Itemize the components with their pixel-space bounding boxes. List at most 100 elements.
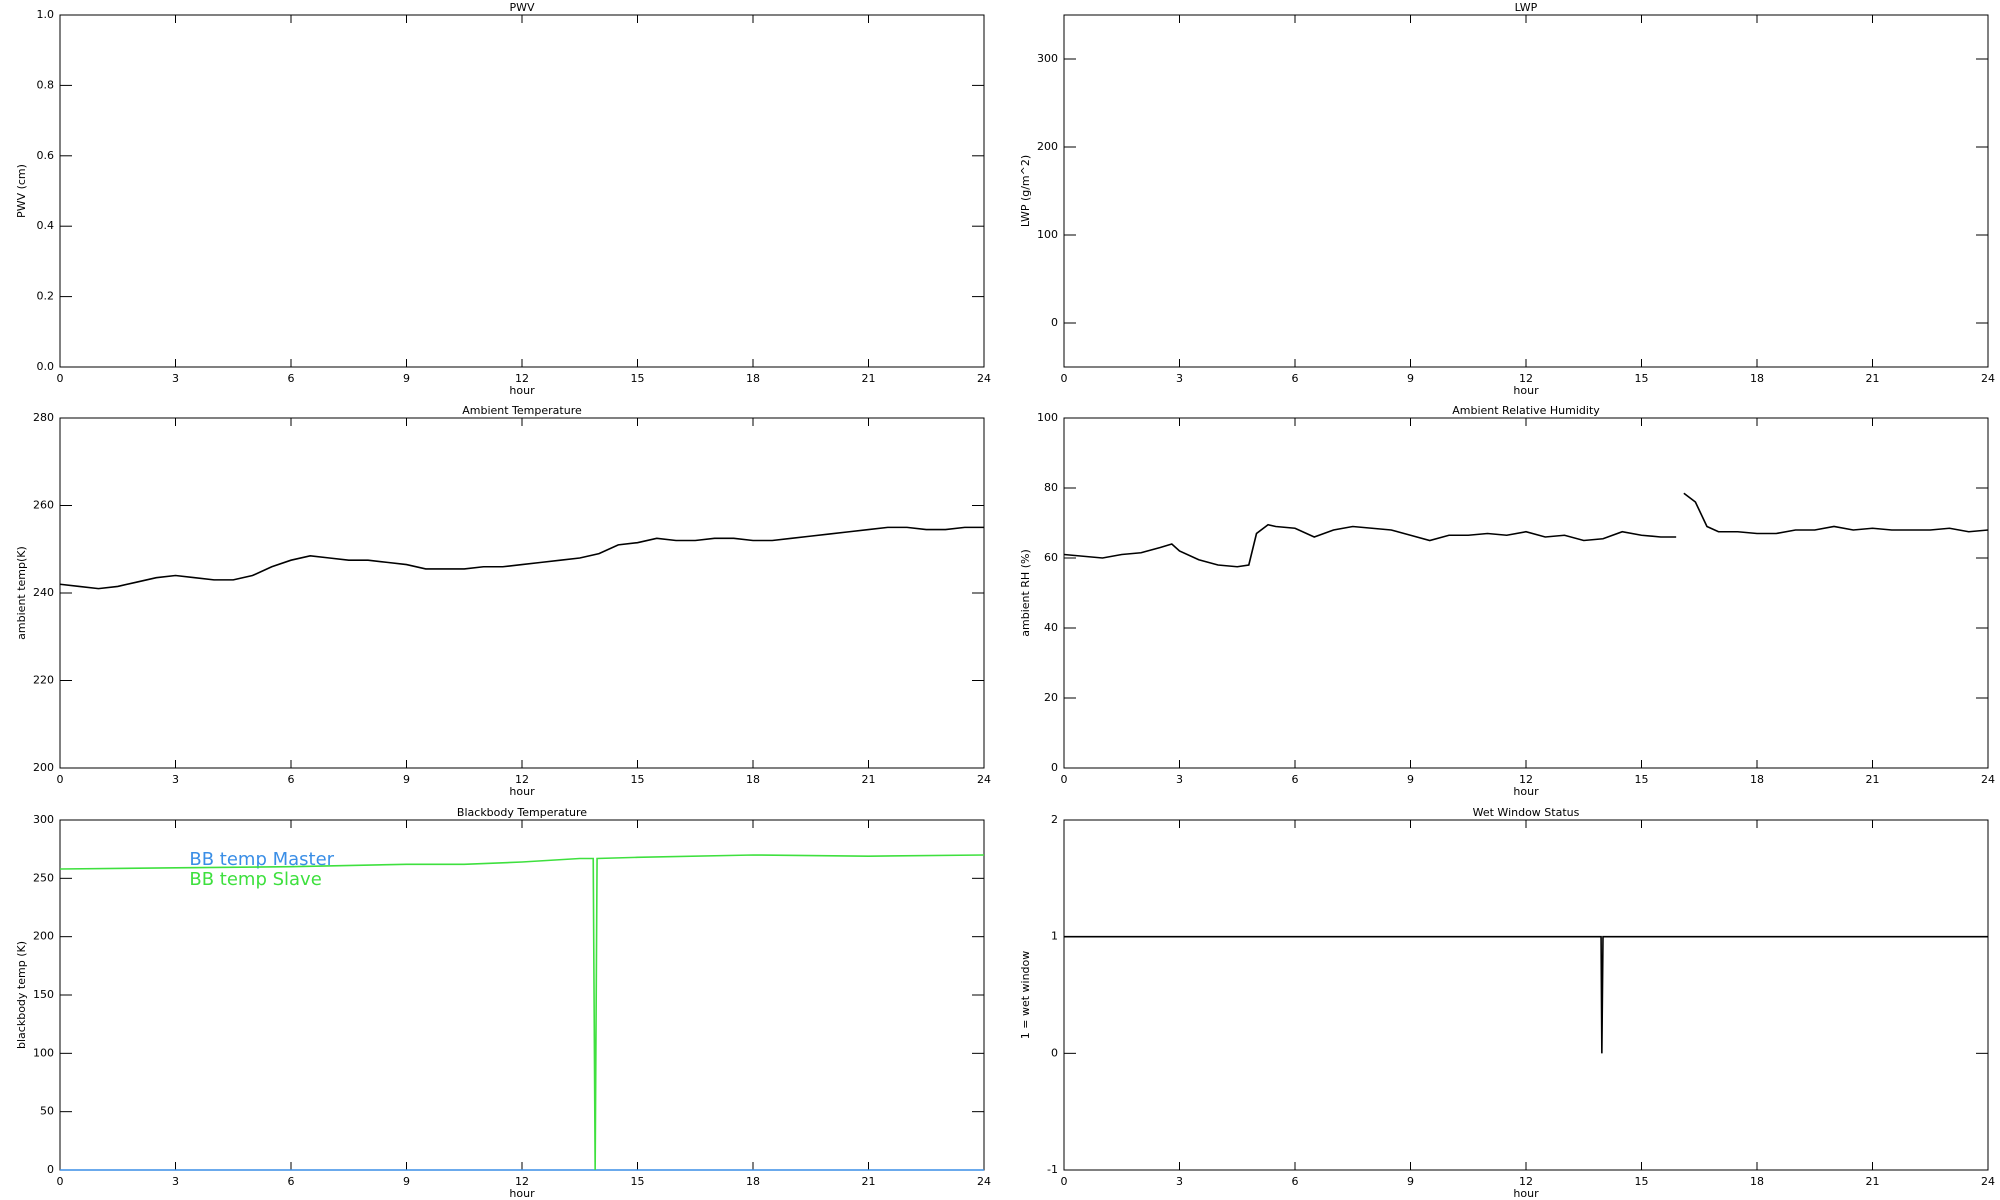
x-tick-label: 15 xyxy=(1635,372,1649,385)
x-tick-label: 6 xyxy=(1292,1175,1299,1188)
x-axis-label: hour xyxy=(1513,785,1539,798)
x-tick-label: 0 xyxy=(57,372,64,385)
chart-panel: Ambient Temperature hour ambient temp(K) 0 3… xyxy=(15,404,991,798)
chart-title: LWP xyxy=(1515,1,1538,14)
x-axis-label: hour xyxy=(509,785,535,798)
x-tick-label: 9 xyxy=(1407,773,1414,786)
y-tick-label: 100 xyxy=(33,1046,54,1059)
x-tick-label: 18 xyxy=(1750,773,1764,786)
x-tick-label: 3 xyxy=(1176,372,1183,385)
x-tick-label: 12 xyxy=(515,1175,529,1188)
y-tick-label: 40 xyxy=(1044,621,1058,634)
y-tick-label: 0 xyxy=(1051,1046,1058,1059)
x-tick-label: 21 xyxy=(862,773,876,786)
y-tick-label: 150 xyxy=(33,988,54,1001)
x-tick-label: 3 xyxy=(172,1175,179,1188)
x-tick-label: 21 xyxy=(862,1175,876,1188)
y-tick-label: -1 xyxy=(1047,1163,1058,1176)
chart-title: Blackbody Temperature xyxy=(457,806,587,819)
series-line xyxy=(1063,492,1989,568)
chart-panel: Wet Window Status hour 1 = wet window 0 3 6 9 1… xyxy=(1019,806,1995,1200)
chart-panel: PWV hour PWV (cm) 0 3 6 9 12 15 18 21 24 0.0 0.2 0.4 0.… xyxy=(15,1,991,397)
x-tick-label: 15 xyxy=(631,372,645,385)
y-tick-label: 0.6 xyxy=(37,149,55,162)
x-tick-label: 15 xyxy=(1635,773,1649,786)
x-tick-label: 0 xyxy=(1061,773,1068,786)
y-tick-label: 260 xyxy=(33,499,54,512)
y-tick-label: 1.0 xyxy=(37,8,55,21)
legend-entry: BB temp Master xyxy=(189,849,334,870)
x-tick-label: 12 xyxy=(515,773,529,786)
y-tick-label: 0.0 xyxy=(37,360,55,373)
x-tick-label: 24 xyxy=(1981,773,1995,786)
y-tick-label: 2 xyxy=(1051,813,1058,826)
x-tick-label: 9 xyxy=(1407,372,1414,385)
x-tick-label: 24 xyxy=(1981,1175,1995,1188)
x-tick-label: 18 xyxy=(1750,1175,1764,1188)
x-tick-label: 12 xyxy=(1519,773,1533,786)
x-tick-label: 24 xyxy=(1981,372,1995,385)
x-tick-label: 15 xyxy=(631,773,645,786)
x-tick-label: 18 xyxy=(1750,372,1764,385)
chart-panel: Ambient Relative Humidity hour ambient RH … xyxy=(1019,404,1995,798)
x-tick-label: 15 xyxy=(1635,1175,1649,1188)
x-tick-label: 21 xyxy=(1866,372,1880,385)
series-line xyxy=(1064,935,1988,1054)
y-tick-label: 250 xyxy=(33,871,54,884)
y-tick-label: 200 xyxy=(33,761,54,774)
x-tick-label: 15 xyxy=(631,1175,645,1188)
y-tick-label: 220 xyxy=(33,674,54,687)
x-tick-label: 12 xyxy=(1519,1175,1533,1188)
x-axis-label: hour xyxy=(1513,1187,1539,1200)
plot-frame xyxy=(59,417,985,769)
x-tick-label: 9 xyxy=(403,773,410,786)
y-tick-label: 50 xyxy=(40,1105,54,1118)
x-tick-label: 21 xyxy=(1866,1175,1880,1188)
x-tick-label: 18 xyxy=(746,372,760,385)
x-tick-label: 9 xyxy=(403,372,410,385)
chart-title: Ambient Temperature xyxy=(462,404,582,417)
y-tick-label: 300 xyxy=(33,813,54,826)
y-axis-label: LWP (g/m^2) xyxy=(1019,155,1032,227)
x-tick-label: 24 xyxy=(977,372,991,385)
y-tick-label: 60 xyxy=(1044,551,1058,564)
x-axis-label: hour xyxy=(1513,384,1539,397)
y-tick-label: 0.2 xyxy=(37,290,55,303)
x-axis-label: hour xyxy=(509,1187,535,1200)
x-tick-label: 21 xyxy=(862,372,876,385)
x-tick-label: 24 xyxy=(977,773,991,786)
chart-title: Ambient Relative Humidity xyxy=(1452,404,1600,417)
x-tick-label: 0 xyxy=(57,773,64,786)
plot-frame xyxy=(1063,14,1989,368)
plot-frame xyxy=(1063,819,1989,1171)
y-axis-label: PWV (cm) xyxy=(15,164,28,218)
y-axis-label: 1 = wet window xyxy=(1019,951,1032,1040)
y-tick-label: 80 xyxy=(1044,481,1058,494)
x-tick-label: 12 xyxy=(515,372,529,385)
chart-title: Wet Window Status xyxy=(1473,806,1580,819)
x-tick-label: 3 xyxy=(1176,1175,1183,1188)
y-tick-label: 300 xyxy=(1037,52,1058,65)
chart-panel: Blackbody Temperature hour blackbody temp … xyxy=(15,806,991,1200)
series-line xyxy=(59,526,984,590)
x-tick-label: 3 xyxy=(172,372,179,385)
y-axis-label: blackbody temp (K) xyxy=(15,941,28,1049)
legend-entry: BB temp Slave xyxy=(189,869,321,890)
x-tick-label: 6 xyxy=(1292,372,1299,385)
y-tick-label: 240 xyxy=(33,586,54,599)
x-tick-label: 6 xyxy=(288,773,295,786)
x-tick-label: 21 xyxy=(1866,773,1880,786)
y-tick-label: 0 xyxy=(1051,761,1058,774)
x-tick-label: 3 xyxy=(1176,773,1183,786)
x-tick-label: 6 xyxy=(288,1175,295,1188)
x-tick-label: 9 xyxy=(1407,1175,1414,1188)
chart-panel: LWP hour LWP (g/m^2) 0 3 6 9 12 15 18 21 24 0 100 200 3… xyxy=(1019,1,1995,397)
series-line xyxy=(59,854,985,1171)
x-tick-label: 0 xyxy=(1061,372,1068,385)
y-tick-label: 0.8 xyxy=(37,78,55,91)
y-tick-label: 1 xyxy=(1051,930,1058,943)
y-axis-label: ambient temp(K) xyxy=(15,546,28,640)
x-tick-label: 0 xyxy=(57,1175,64,1188)
y-tick-label: 20 xyxy=(1044,691,1058,704)
